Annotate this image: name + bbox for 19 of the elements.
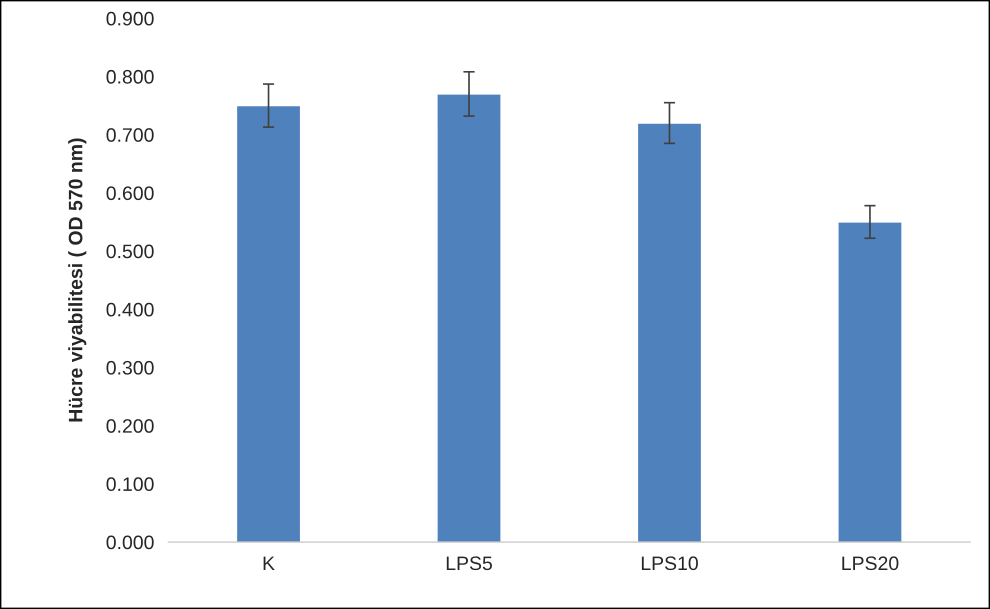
bar [236, 104, 302, 542]
y-tick-label: 0.100 [106, 477, 154, 492]
y-tick-label: 0.000 [106, 535, 154, 550]
x-tick-label: K [264, 556, 275, 570]
bar [636, 122, 702, 542]
x-tick-label: LPS5 [446, 556, 492, 570]
y-tick-label: 0.700 [106, 128, 154, 142]
y-tick-label: 0.500 [106, 244, 154, 258]
y-tick-label: 0.600 [106, 186, 154, 200]
bar [436, 93, 502, 542]
x-tick-label: LPS20 [842, 556, 898, 570]
y-tick-label: 0.800 [106, 70, 154, 84]
x-tick-label: LPS10 [642, 556, 698, 570]
y-axis-title: Hücre viyabilitesi ( OD 570 nm) [68, 138, 86, 422]
y-tick-label: 0.400 [106, 302, 154, 316]
y-tick-label: 0.300 [106, 360, 154, 375]
y-tick-label: 0.900 [106, 12, 154, 26]
bar [837, 221, 903, 542]
y-tick-label: 0.200 [106, 419, 154, 433]
